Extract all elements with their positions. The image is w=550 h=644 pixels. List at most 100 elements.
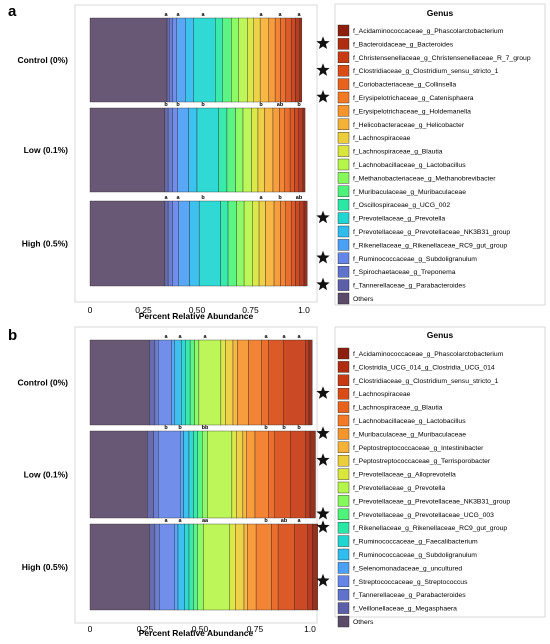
legend-swatch <box>337 252 350 265</box>
legend-swatch <box>337 131 350 144</box>
legend-title: Genus <box>427 330 454 340</box>
x-tick-label: 1.0 <box>298 305 310 315</box>
bar-segment <box>252 200 260 287</box>
bar-segment <box>188 523 194 611</box>
legend-label: f_Prevotellaceae_g_Prevotellaceae_UCG_00… <box>353 512 494 519</box>
bar-segment <box>198 339 222 426</box>
legend-label: f_Erysipelotrichaceae_g_Catenisphaera <box>353 95 474 102</box>
bar-segment <box>188 107 198 193</box>
bar-segment <box>243 200 253 287</box>
bar-segment <box>89 107 166 193</box>
legend-swatch <box>337 145 350 157</box>
legend-swatch <box>337 575 350 587</box>
bar-segment <box>294 523 308 611</box>
star-icon <box>316 506 330 520</box>
bar-segment <box>177 107 189 193</box>
group-label: Control (0%) <box>17 378 68 388</box>
bar-segment <box>259 17 269 103</box>
panel-letter: b <box>8 327 17 344</box>
bar-segment <box>172 17 177 103</box>
legend-label: f_Tannerellaceae_g_Parabacteroides <box>353 283 466 290</box>
significance-letter: a <box>264 334 268 340</box>
significance-letter: a <box>278 12 282 18</box>
legend-label: f_Peptostreptococcaceae_g_Intestinibacte… <box>353 445 484 452</box>
significance-letter: a <box>164 12 168 18</box>
bar-segment <box>185 339 191 426</box>
star-icon <box>316 453 330 466</box>
bar-segment <box>184 523 190 611</box>
legend-label: f_Erysipelotrichaceae_g_Holdemanella <box>353 108 471 115</box>
bar-segment <box>242 430 247 519</box>
bar-segment <box>167 200 173 287</box>
legend-label: Others <box>353 296 374 303</box>
significance-letter: b <box>282 425 286 431</box>
bar-segment <box>158 430 181 519</box>
bar-segment <box>305 339 310 426</box>
legend-label: f_Ruminococcaceae_g_Faecalibacterium <box>353 539 478 546</box>
significance-letter: a <box>297 334 301 340</box>
legend-swatch <box>337 172 350 184</box>
legend-label: f_Lachnobacillaceae_g_Lactobacillus <box>353 162 466 169</box>
legend-swatch <box>337 455 350 467</box>
significance-letter: a <box>164 334 168 340</box>
x-tick-label: 0.75 <box>247 624 264 634</box>
bar-segment <box>246 430 256 519</box>
bar-segment <box>247 523 257 611</box>
bar-segment <box>255 523 272 611</box>
legend-label: f_Lachnospiraceae <box>353 391 411 398</box>
bar-segment <box>183 430 190 519</box>
x-tick-label: 0.25 <box>137 624 154 634</box>
legend-swatch <box>337 374 350 386</box>
legend-title: Genus <box>427 8 454 18</box>
significance-letter: a <box>297 518 301 524</box>
bar-segment <box>290 17 296 103</box>
bar-segment <box>174 339 182 426</box>
star-icon <box>316 90 330 103</box>
bar-segment <box>174 523 179 611</box>
bar-segment <box>220 200 229 287</box>
bar-segment <box>154 339 159 426</box>
significance-letter: b <box>297 102 301 108</box>
bar-segment <box>268 339 284 426</box>
bar-segment <box>89 200 166 287</box>
legend-label: f_Rikenellaceae_g_Rikenellaceae_RC9_gut_… <box>353 525 507 532</box>
legend-label: f_Acidaminococcaceae_g_Phascolarctobacte… <box>353 28 504 35</box>
bar-segment <box>308 339 313 426</box>
star-icon <box>316 36 330 50</box>
bar-segment <box>222 17 232 103</box>
significance-letter: a <box>259 195 263 201</box>
legend-label: f_Prevotellaceae_g_Alloprevotella <box>353 472 456 479</box>
bar-segment <box>265 200 275 287</box>
legend-swatch <box>337 266 350 278</box>
bar-segment <box>193 430 198 519</box>
legend-label: f_Muribaculaceae_g_Muribaculaceae <box>353 189 466 196</box>
star-icon <box>316 250 330 264</box>
legend-label: f_Muribaculaceae_g_Muribaculaceae <box>353 431 466 438</box>
x-tick-label: 0 <box>88 624 93 634</box>
legend-swatch <box>337 414 350 427</box>
legend-label: f_Ruminococcaceae_g_Subdoligranulum <box>353 256 477 263</box>
bar-segment <box>299 200 305 287</box>
x-tick-label: 1.0 <box>304 624 316 634</box>
significance-letter: a <box>201 12 205 18</box>
legend-label: f_Coriobacteriaceae_g_Collinsella <box>353 82 456 89</box>
legend-swatch <box>337 105 350 117</box>
legend-label: f_Christensenellaceae_g_Christensenellac… <box>353 55 531 62</box>
bar-segment <box>198 200 221 287</box>
bar-segment <box>164 200 169 287</box>
legend-swatch <box>337 279 350 291</box>
bar-segment <box>274 430 291 519</box>
legend-label: f_Clostridiaceae_g_Clostridium_sensu_str… <box>353 378 499 385</box>
bar-segment <box>264 107 274 193</box>
bar-segment <box>180 430 184 519</box>
bar-segment <box>279 107 285 193</box>
bar-segment <box>295 200 300 287</box>
bar-segment <box>268 430 275 519</box>
legend-frame <box>334 3 546 306</box>
bar-segment <box>196 107 219 193</box>
bar-segment <box>158 339 172 426</box>
bar-segment <box>149 339 156 426</box>
legend-swatch <box>337 602 350 614</box>
